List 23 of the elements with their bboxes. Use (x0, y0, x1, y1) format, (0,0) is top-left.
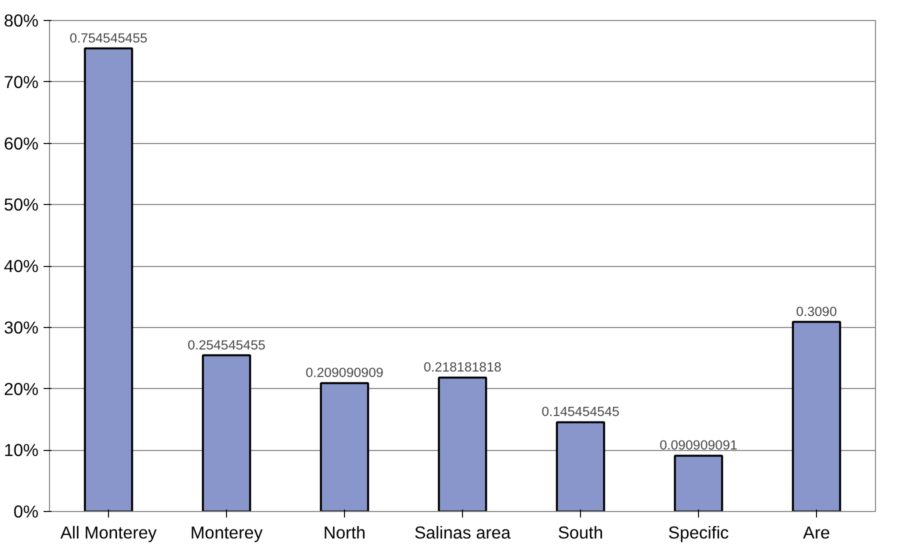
x-tick-label: South (558, 522, 604, 542)
data-label: 0.145454545 (542, 404, 620, 420)
y-tick-label: 60% (4, 133, 39, 154)
x-tick-label: Are (803, 522, 830, 542)
x-tick-label: All Monterey (60, 522, 157, 542)
y-tick-label: 50% (4, 194, 39, 215)
data-label: 0.754545455 (70, 30, 148, 46)
data-label: 0.209090909 (306, 365, 384, 380)
y-tick-label: 80% (4, 10, 39, 30)
data-label: 0.218181818 (424, 360, 502, 375)
data-label: 0.254545455 (188, 337, 266, 352)
data-label: 0.3090 (796, 304, 837, 319)
x-tick-label: Monterey (190, 522, 263, 542)
x-tick-label: Salinas area (414, 522, 512, 542)
y-tick-label: 40% (4, 256, 39, 276)
y-tick-label: 30% (4, 317, 39, 338)
x-tick-label: North (323, 522, 366, 542)
data-label: 0.090909091 (660, 438, 738, 453)
y-tick-label: 70% (4, 72, 39, 92)
y-tick-label: 0% (13, 502, 38, 522)
y-tick-label: 20% (4, 378, 39, 399)
x-tick-label: Specific (668, 522, 730, 542)
y-tick-label: 10% (4, 440, 39, 460)
